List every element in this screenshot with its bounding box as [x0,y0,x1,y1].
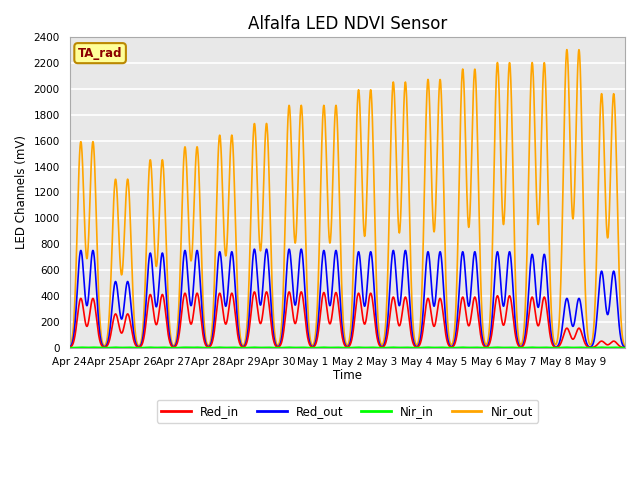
Title: Alfalfa LED NDVI Sensor: Alfalfa LED NDVI Sensor [248,15,447,33]
X-axis label: Time: Time [333,369,362,382]
Text: TA_rad: TA_rad [78,47,122,60]
Legend: Red_in, Red_out, Nir_in, Nir_out: Red_in, Red_out, Nir_in, Nir_out [157,400,538,422]
Y-axis label: LED Channels (mV): LED Channels (mV) [15,135,28,250]
